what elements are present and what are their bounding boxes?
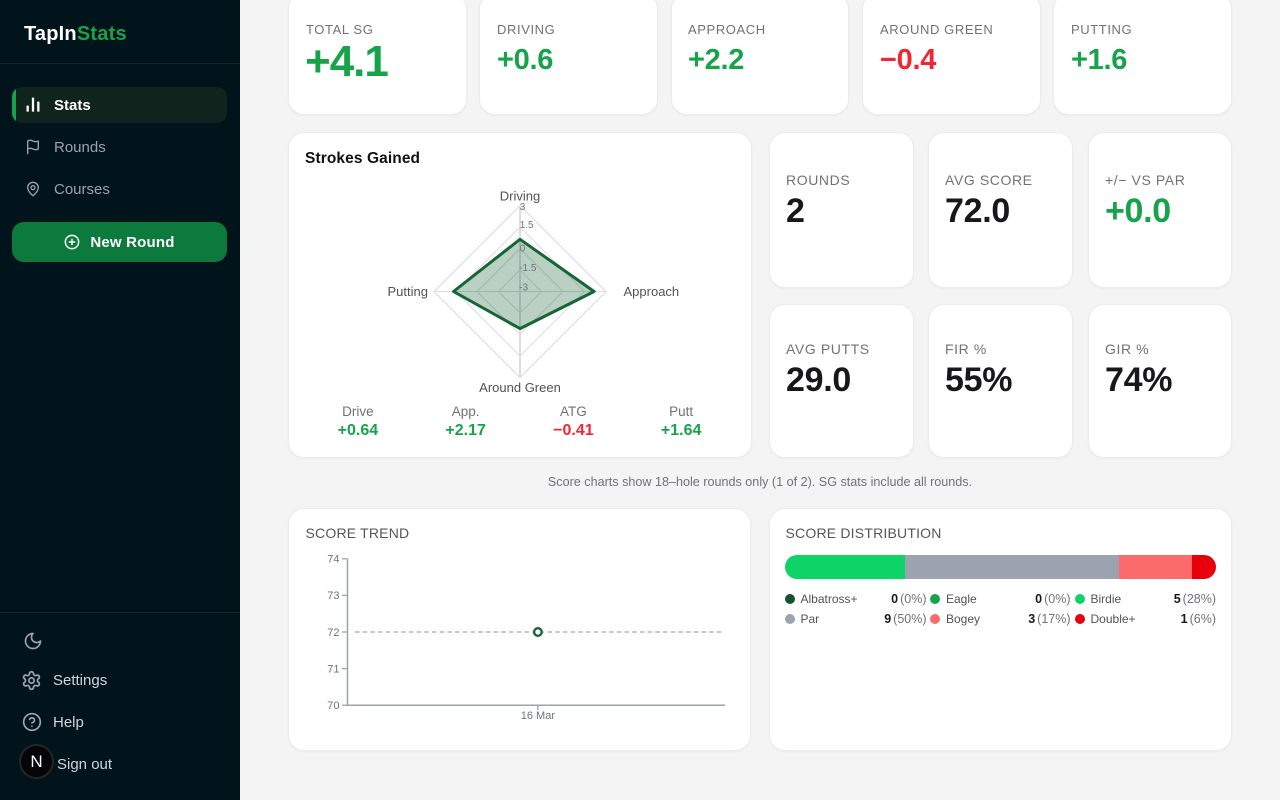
svg-text:73: 73 bbox=[327, 590, 339, 602]
svg-text:72: 72 bbox=[327, 627, 339, 639]
svg-text:71: 71 bbox=[327, 663, 339, 675]
svg-text:-3: -3 bbox=[519, 282, 528, 293]
svg-text:0: 0 bbox=[520, 243, 526, 254]
svg-text:1.5: 1.5 bbox=[520, 220, 534, 231]
svg-text:Putting: Putting bbox=[388, 284, 428, 299]
svg-text:3: 3 bbox=[520, 202, 526, 213]
svg-text:-1.5: -1.5 bbox=[519, 262, 537, 273]
svg-text:16 Mar: 16 Mar bbox=[521, 710, 556, 722]
svg-text:Approach: Approach bbox=[624, 284, 680, 299]
svg-text:70: 70 bbox=[327, 700, 339, 712]
svg-text:Around Green: Around Green bbox=[479, 380, 561, 395]
svg-text:Driving: Driving bbox=[500, 188, 540, 203]
svg-text:74: 74 bbox=[327, 554, 339, 566]
